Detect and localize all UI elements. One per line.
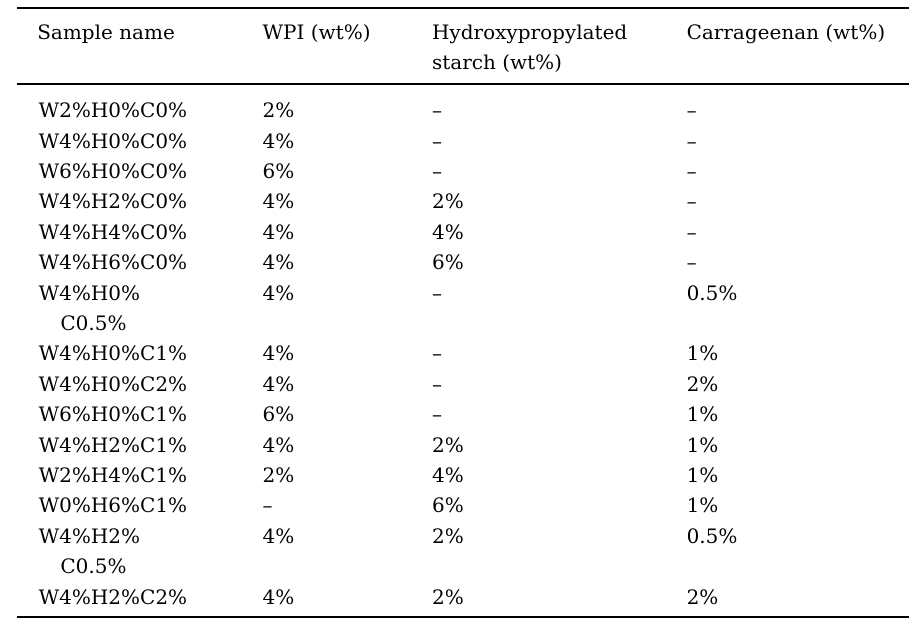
sample-name-cell: W0%H6%C1%	[38, 493, 188, 518]
table-header: Sample name WPI (wt%) Hydroxypropylated st…	[17, 9, 909, 86]
wpi-cell: 4%	[262, 341, 295, 366]
wpi-cell: 4%	[262, 584, 295, 609]
starch-cell: 2%	[431, 584, 464, 609]
carrageenan-cell: 0.5%	[686, 280, 738, 305]
carrageenan-cell: –	[686, 158, 697, 183]
sample-name-cell: W4%H2%C1%	[38, 432, 188, 457]
sample-name-cell: W4%H2% C0.5%	[38, 523, 141, 579]
carrageenan-cell: –	[686, 128, 697, 153]
carrageenan-cell: –	[686, 189, 697, 214]
wpi-cell: –	[262, 493, 273, 518]
carrageenan-cell: 1%	[686, 432, 719, 457]
table-row: W4%H0% C0.5% 4% – 0.5%	[17, 278, 909, 339]
sample-name-cell: W6%H0%C1%	[38, 402, 188, 427]
starch-cell: 2%	[431, 523, 464, 548]
starch-cell: 4%	[431, 462, 464, 487]
sample-name-cell: W2%H4%C1%	[38, 462, 188, 487]
column-header-wpi: WPI (wt%)	[262, 9, 432, 86]
table-row: W4%H0%C1% 4% – 1%	[17, 338, 909, 368]
table-row: W4%H0%C0% 4% – –	[17, 126, 909, 156]
carrageenan-cell: –	[686, 98, 697, 123]
wpi-cell: 2%	[262, 98, 295, 123]
wpi-cell: 6%	[262, 402, 295, 427]
sample-name-cell: W4%H0%C1%	[38, 341, 188, 366]
starch-cell: –	[431, 98, 442, 123]
carrageenan-cell: 0.5%	[686, 523, 738, 548]
sample-name-cell: W6%H0%C0%	[38, 158, 188, 183]
starch-cell: –	[431, 341, 442, 366]
table-row: W4%H0%C2% 4% – 2%	[17, 369, 909, 399]
table-row: W2%H4%C1% 2% 4% 1%	[17, 460, 909, 490]
column-header-starch: Hydroxypropylated starch (wt%)	[431, 9, 687, 86]
carrageenan-cell: 1%	[686, 462, 719, 487]
wpi-cell: 6%	[262, 158, 295, 183]
sample-name-cell: W4%H0%C0%	[38, 128, 188, 153]
table-row: W0%H6%C1% – 6% 1%	[17, 490, 909, 520]
starch-cell: 6%	[431, 493, 464, 518]
table-row: W4%H4%C0% 4% 4% –	[17, 217, 909, 247]
starch-cell: 6%	[431, 250, 464, 275]
carrageenan-cell: 2%	[686, 371, 719, 396]
wpi-cell: 4%	[262, 128, 295, 153]
starch-cell: –	[431, 371, 442, 396]
sample-name-cell: W4%H4%C0%	[38, 219, 188, 244]
table-row: W4%H2% C0.5% 4% 2% 0.5%	[17, 521, 909, 582]
sample-name-cell: W2%H0%C0%	[38, 98, 188, 123]
wpi-cell: 4%	[262, 280, 295, 305]
table-row: W4%H2%C1% 4% 2% 1%	[17, 430, 909, 460]
wpi-cell: 4%	[262, 371, 295, 396]
table-header-row: Sample name WPI (wt%) Hydroxypropylated st…	[17, 9, 909, 86]
sample-name-cell: W4%H2%C0%	[38, 189, 188, 214]
table-body: W2%H0%C0% 2% – – W4%H0%C0% 4% – – W6%H0%C0% 6% – – W…	[17, 85, 909, 616]
table-row: W4%H2%C2% 4% 2% 2%	[17, 582, 909, 616]
starch-cell: 2%	[431, 189, 464, 214]
starch-cell: –	[431, 128, 442, 153]
column-header-carrageenan: Carrageenan (wt%)	[686, 9, 909, 86]
carrageenan-cell: 1%	[686, 341, 719, 366]
starch-cell: 4%	[431, 219, 464, 244]
sample-name-cell: W4%H0% C0.5%	[38, 280, 141, 335]
starch-cell: –	[431, 280, 442, 305]
carrageenan-cell: –	[686, 250, 697, 275]
table-row: W4%H6%C0% 4% 6% –	[17, 247, 909, 277]
wpi-cell: 2%	[262, 462, 295, 487]
wpi-cell: 4%	[262, 432, 295, 457]
wpi-cell: 4%	[262, 250, 295, 275]
sample-name-cell: W4%H0%C2%	[38, 371, 188, 396]
sample-name-cell: W4%H6%C0%	[38, 250, 188, 275]
sample-name-cell: W4%H2%C2%	[38, 584, 188, 609]
starch-cell: 2%	[431, 432, 464, 457]
table-row: W4%H2%C0% 4% 2% –	[17, 186, 909, 216]
carrageenan-cell: 2%	[686, 584, 719, 609]
starch-cell: –	[431, 158, 442, 183]
carrageenan-cell: 1%	[686, 402, 719, 427]
table-row: W6%H0%C0% 6% – –	[17, 156, 909, 186]
sample-composition-table: Sample name WPI (wt%) Hydroxypropylated st…	[17, 6, 909, 618]
wpi-cell: 4%	[262, 219, 295, 244]
column-header-sample-name: Sample name	[17, 9, 263, 86]
carrageenan-cell: 1%	[686, 493, 719, 518]
wpi-cell: 4%	[262, 189, 295, 214]
starch-cell: –	[431, 402, 442, 427]
wpi-cell: 4%	[262, 523, 295, 548]
carrageenan-cell: –	[686, 219, 697, 244]
table-row: W6%H0%C1% 6% – 1%	[17, 399, 909, 429]
table-row: W2%H0%C0% 2% – –	[17, 85, 909, 125]
